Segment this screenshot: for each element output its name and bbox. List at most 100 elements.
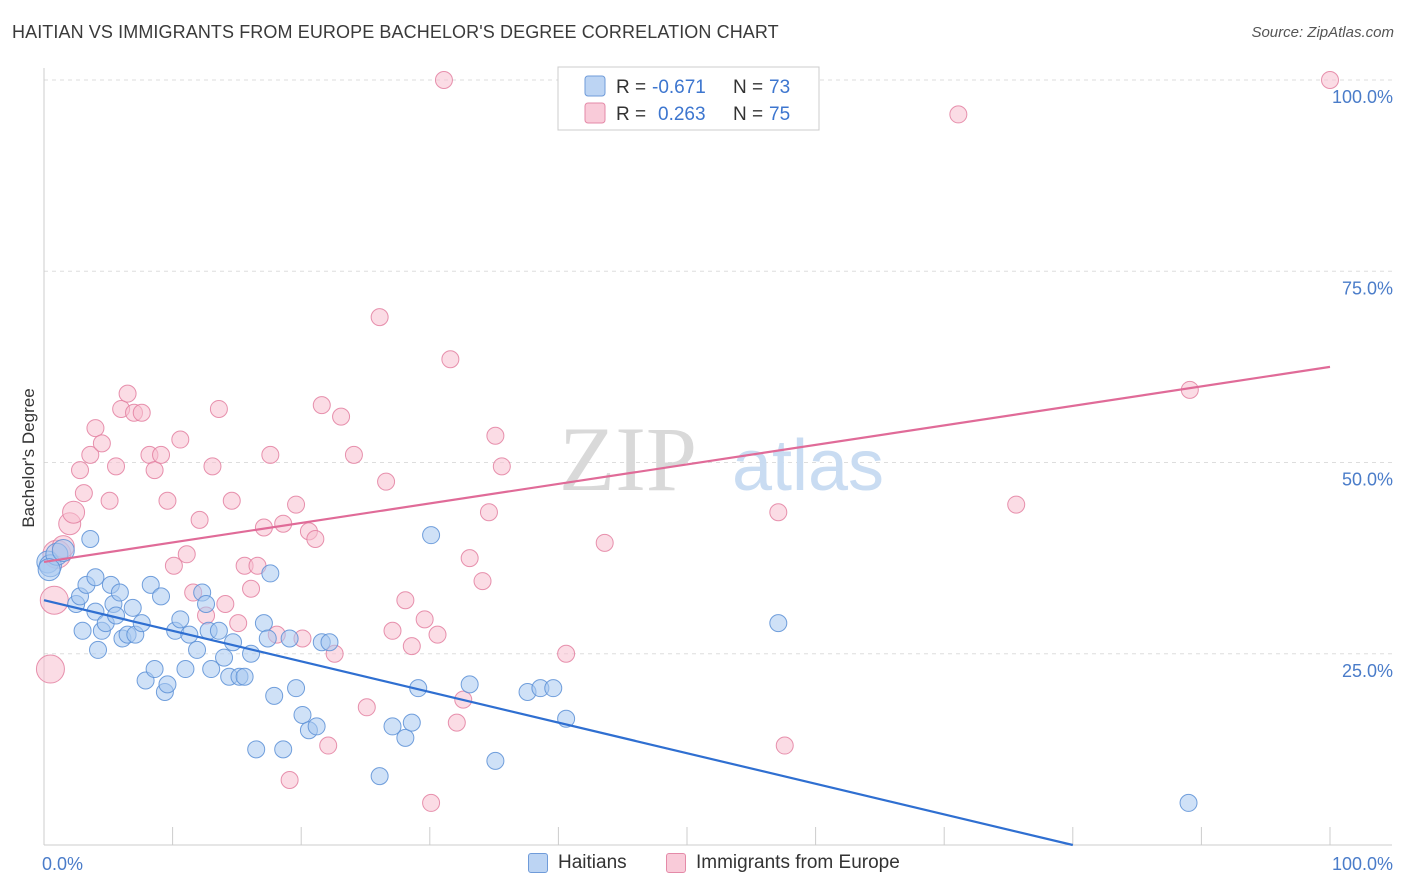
immigrants-point-58 <box>434 71 453 89</box>
haitians-point-68 <box>544 679 563 698</box>
y-tick-label-50: 50.0% <box>1342 470 1393 490</box>
haitians-point-45 <box>247 740 266 759</box>
legend-r-label-blue: R = <box>616 77 646 98</box>
top-legend: R = -0.671 N = 73 R = 0.263 N = 75 <box>557 66 820 131</box>
immigrants-point-0 <box>35 654 65 684</box>
x-tick-label-0: 0.0% <box>42 854 83 874</box>
y-tick-label-25: 25.0% <box>1342 661 1393 681</box>
legend-label-haitians: Haitians <box>558 852 627 873</box>
haitians-point-17 <box>110 583 129 602</box>
haitians-point-50 <box>274 740 293 759</box>
haitians-point-57 <box>320 633 339 652</box>
haitians-point-11 <box>89 640 108 659</box>
haitians-point-25 <box>145 660 164 679</box>
immigrants-point-45 <box>319 736 338 755</box>
haitians-point-58 <box>370 767 389 786</box>
immigrants-point-56 <box>422 793 441 812</box>
haitians-point-28 <box>158 675 177 694</box>
series-haitians <box>36 526 1198 812</box>
immigrants-point-70 <box>775 736 794 755</box>
immigrants-point-68 <box>595 533 614 552</box>
haitians-point-20 <box>123 598 142 617</box>
haitians-point-60 <box>396 728 415 747</box>
immigrants-point-52 <box>383 621 402 640</box>
haitians-point-39 <box>215 648 234 667</box>
immigrants-point-11 <box>100 491 119 510</box>
immigrants-point-57 <box>428 625 447 644</box>
haitians-point-47 <box>258 629 277 648</box>
bottom-legend: Haitians Immigrants from Europe <box>0 852 1406 878</box>
trend-lines <box>43 365 1331 847</box>
haitians-point-41 <box>224 633 243 652</box>
legend-r-value-blue: -0.671 <box>652 77 706 98</box>
immigrants-point-9 <box>86 419 105 438</box>
immigrants-point-5 <box>62 500 86 524</box>
immigrants-point-71 <box>949 105 968 124</box>
haitians-point-24 <box>141 575 160 594</box>
immigrants-point-48 <box>344 445 363 464</box>
immigrants-point-40 <box>287 495 306 514</box>
immigrants-point-55 <box>415 610 434 629</box>
legend-swatch-haitians <box>528 853 548 873</box>
haitians-trend-line <box>43 599 1074 847</box>
immigrants-point-50 <box>370 308 389 327</box>
legend-r-value-pink: 0.263 <box>658 104 706 125</box>
immigrants-point-49 <box>357 698 376 717</box>
haitians-point-46 <box>254 614 273 633</box>
y-tick-label-75: 75.0% <box>1342 278 1393 298</box>
haitians-point-63 <box>422 526 441 545</box>
legend-label-immigrants: Immigrants from Europe <box>696 852 900 873</box>
immigrants-point-65 <box>486 426 505 445</box>
haitians-point-59 <box>383 717 402 736</box>
axes <box>43 68 1392 846</box>
immigrants-point-8 <box>81 445 100 464</box>
immigrants-point-12 <box>107 457 126 476</box>
immigrants-point-14 <box>118 384 137 403</box>
immigrants-point-25 <box>190 510 209 529</box>
immigrants-point-67 <box>557 644 576 663</box>
immigrants-point-29 <box>216 595 235 614</box>
immigrants-point-31 <box>229 614 248 633</box>
haitians-point-71 <box>1179 793 1198 812</box>
immigrants-point-28 <box>209 399 228 418</box>
immigrants-point-27 <box>203 457 222 476</box>
haitians-point-64 <box>460 675 479 694</box>
immigrants-point-72 <box>1007 495 1026 514</box>
immigrants-point-21 <box>164 556 183 575</box>
immigrants-point-74 <box>1321 71 1339 89</box>
legend-swatch-immigrants <box>666 853 686 873</box>
immigrants-point-43 <box>306 530 325 548</box>
haitians-point-33 <box>188 640 207 659</box>
haitians-point-72 <box>37 558 61 582</box>
legend-n-label-blue: N = <box>733 77 763 98</box>
immigrants-point-59 <box>441 350 460 369</box>
immigrants-point-66 <box>492 457 511 476</box>
immigrants-point-30 <box>222 491 241 510</box>
immigrants-point-33 <box>242 579 261 598</box>
legend-n-label-pink: N = <box>733 104 763 125</box>
immigrants-trend-line <box>43 365 1331 564</box>
immigrants-point-60 <box>447 713 466 732</box>
haitians-point-37 <box>202 660 221 679</box>
haitians-point-52 <box>287 679 306 698</box>
haitians-point-9 <box>86 568 105 587</box>
legend-r-label-pink: R = <box>616 104 646 125</box>
haitians-point-61 <box>402 713 421 732</box>
series-immigrants-from-europe <box>35 71 1339 812</box>
immigrants-point-69 <box>769 503 788 522</box>
immigrants-point-7 <box>74 484 93 503</box>
immigrants-point-47 <box>332 407 351 426</box>
immigrants-point-63 <box>473 572 492 591</box>
immigrants-point-20 <box>158 491 177 510</box>
y-tick-label-100: 100.0% <box>1332 87 1393 107</box>
legend-n-value-blue: 73 <box>769 77 790 98</box>
haitians-point-30 <box>171 610 190 629</box>
immigrants-point-39 <box>280 770 299 789</box>
immigrants-point-62 <box>460 549 479 568</box>
haitians-point-53 <box>293 705 312 724</box>
immigrants-point-10 <box>92 434 111 453</box>
immigrants-point-16 <box>132 403 151 422</box>
immigrants-point-18 <box>145 461 164 480</box>
haitians-point-55 <box>307 717 326 736</box>
